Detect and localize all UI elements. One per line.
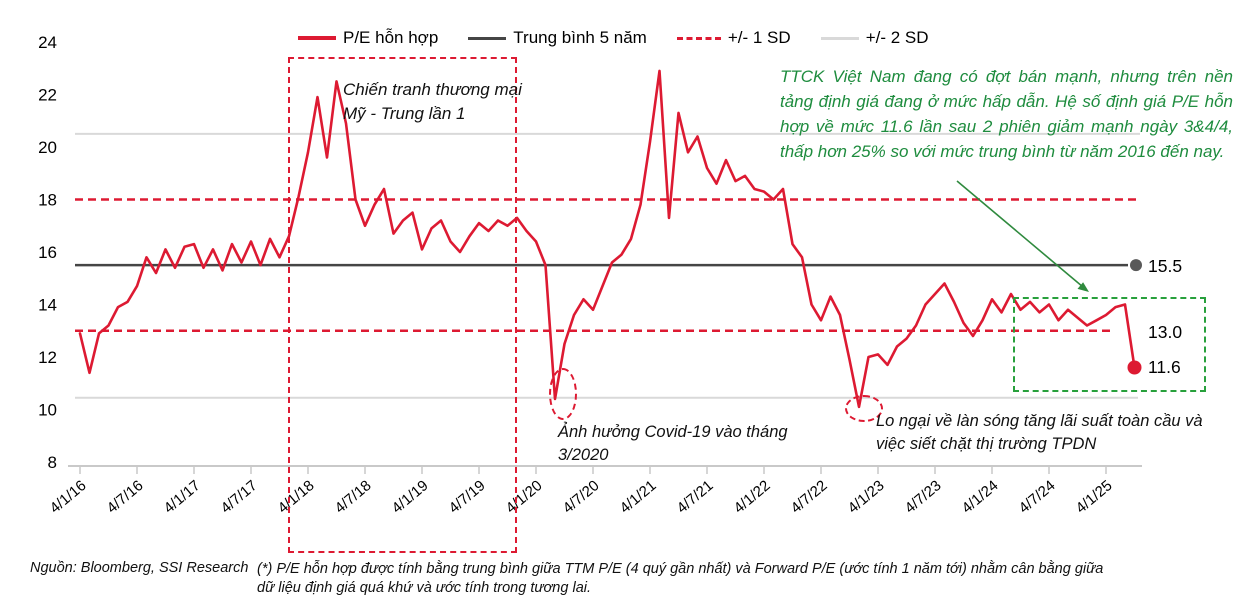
arrow-shaft bbox=[956, 180, 1084, 288]
y-tick-label: 16 bbox=[38, 243, 57, 262]
mean-value-label: 15.5 bbox=[1148, 256, 1183, 276]
x-tick-label: 4/7/17 bbox=[218, 477, 261, 517]
plot-area: 4/1/16 4/7/16 4/1/17 4/7/17 4/1/18 4/7/18 4/1/… bbox=[38, 33, 1142, 517]
x-tick-label: 4/7/20 bbox=[560, 477, 603, 517]
footnote-text: (*) P/E hỗn hợp được tính bằng trung bìn… bbox=[257, 561, 1104, 596]
y-tick-label: 14 bbox=[38, 296, 57, 315]
y-tick-label: 20 bbox=[38, 138, 57, 157]
x-tick-label: 4/1/16 bbox=[47, 477, 90, 517]
legend-swatch-pe bbox=[298, 36, 336, 40]
covid-note: Ảnh hưởng Covid-19 vào tháng 3/2020 bbox=[558, 423, 788, 464]
x-tick-label: 4/7/24 bbox=[1016, 477, 1059, 517]
y-tick-label: 24 bbox=[38, 33, 57, 52]
chart-svg: 4/1/16 4/7/16 4/1/17 4/7/17 4/1/18 4/7/18 4/1/… bbox=[38, 33, 1142, 517]
source-text: Nguồn: Bloomberg, SSI Research bbox=[30, 560, 249, 576]
x-tick-label: 4/7/22 bbox=[788, 477, 831, 517]
legend-item-sd1: +/- 1 SD bbox=[676, 28, 791, 48]
x-tick-label: 4/1/21 bbox=[617, 477, 660, 517]
x-tick-label: 4/7/16 bbox=[104, 477, 147, 517]
minus1sd-value-label: 13.0 bbox=[1148, 322, 1183, 342]
x-tick-label: 4/7/21 bbox=[674, 477, 717, 517]
rate-hike-note: Lo ngại về làn sóng tăng lãi suất toàn c… bbox=[876, 412, 1203, 453]
trade-war-highlight-box bbox=[288, 57, 517, 553]
legend-label-sd1: +/- 1 SD bbox=[727, 28, 791, 47]
legend-label-sd2: +/- 2 SD bbox=[865, 28, 929, 47]
legend-item-sd2: +/- 2 SD bbox=[820, 28, 929, 48]
pe-series-polyline bbox=[78, 69, 1136, 409]
y-axis-labels: 24 22 20 18 16 14 12 10 8 bbox=[38, 33, 57, 472]
x-tick-label: 4/1/25 bbox=[1073, 477, 1116, 517]
series-pe-line bbox=[78, 69, 1142, 409]
trade-war-note: Chiến tranh thương mại Mỹ - Trung lần 1 bbox=[343, 80, 522, 123]
legend-item-pe: P/E hỗn hợp bbox=[298, 28, 438, 48]
mean-end-dot bbox=[1130, 259, 1142, 272]
y-tick-label: 8 bbox=[48, 453, 57, 472]
reference-lines bbox=[75, 132, 1142, 399]
arrow-head-icon bbox=[1077, 282, 1089, 292]
legend-label-pe: P/E hỗn hợp bbox=[343, 28, 439, 47]
legend-item-mean: Trung bình 5 năm bbox=[468, 28, 647, 48]
last-value-label: 11.6 bbox=[1148, 357, 1181, 377]
market-commentary: TTCK Việt Nam đang có đợt bán mạnh, nhưn… bbox=[780, 67, 1233, 161]
legend: P/E hỗn hợp Trung bình 5 năm +/- 1 SD +/… bbox=[298, 28, 929, 48]
legend-swatch-sd1 bbox=[676, 36, 721, 40]
x-axis: 4/1/16 4/7/16 4/1/17 4/7/17 4/1/18 4/7/18 4/1/… bbox=[47, 465, 1142, 517]
legend-label-mean: Trung bình 5 năm bbox=[513, 28, 647, 47]
x-tick-label: 4/7/23 bbox=[902, 477, 945, 517]
rate-hike-dip-ellipse bbox=[845, 395, 883, 422]
y-tick-label: 18 bbox=[38, 191, 57, 210]
x-tick-label: 4/1/23 bbox=[845, 477, 888, 517]
covid-dip-ellipse bbox=[549, 368, 577, 420]
legend-swatch-mean bbox=[468, 36, 507, 40]
y-tick-label: 10 bbox=[38, 401, 57, 420]
legend-swatch-sd2 bbox=[820, 36, 859, 40]
commentary-arrow bbox=[956, 180, 1089, 292]
x-tick-label: 4/1/24 bbox=[959, 477, 1002, 517]
recent-period-highlight-box bbox=[1013, 297, 1206, 392]
last-point-dot bbox=[1127, 360, 1142, 375]
x-tick-label: 4/1/22 bbox=[731, 477, 774, 517]
x-tick-label: 4/1/17 bbox=[161, 477, 204, 517]
y-tick-label: 12 bbox=[38, 348, 57, 367]
y-tick-label: 22 bbox=[38, 86, 57, 105]
